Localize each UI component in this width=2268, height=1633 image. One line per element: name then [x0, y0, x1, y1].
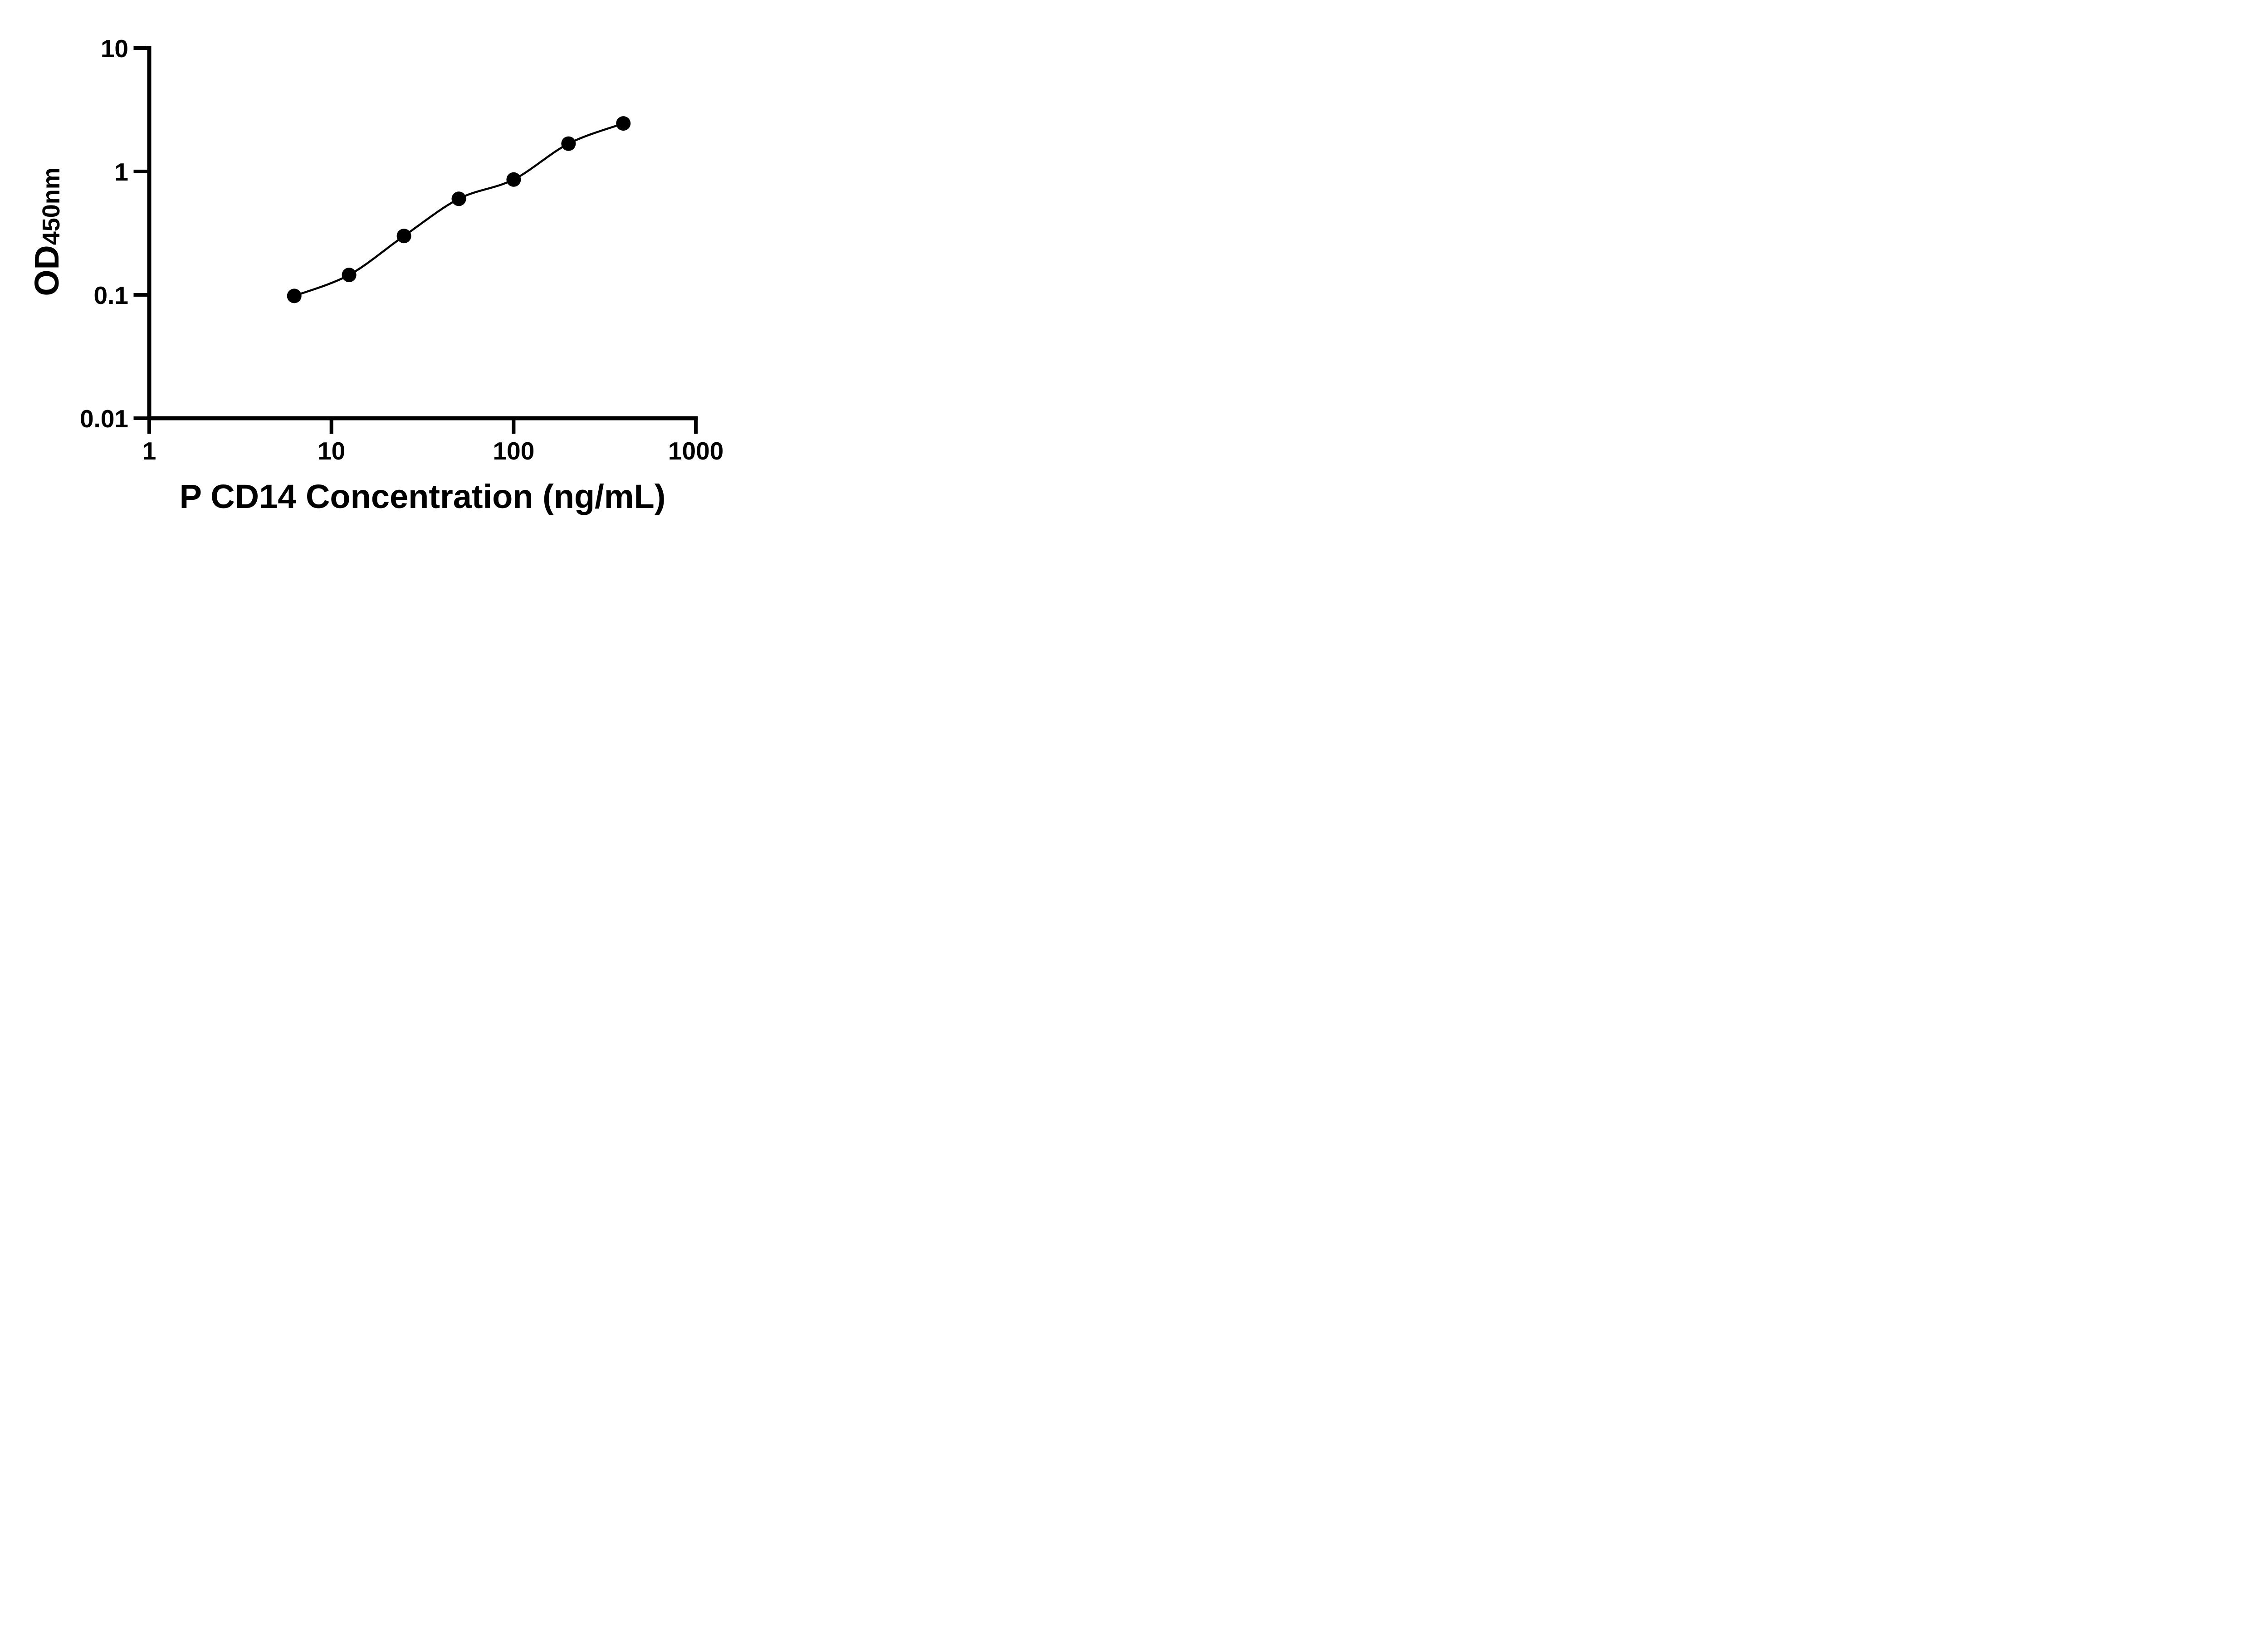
- data-point: [506, 172, 521, 187]
- data-point: [451, 191, 466, 206]
- x-tick-label: 10: [318, 437, 345, 465]
- y-axis-title: OD450nm: [27, 167, 66, 296]
- elisa-standard-curve-figure: 0.01 0.1 1 10 1 10 100 1000 P CD14 Concentratio…: [0, 0, 777, 544]
- x-tick-label: 100: [493, 437, 535, 465]
- y-tick-label: 0.01: [80, 405, 128, 433]
- data-point: [287, 288, 302, 303]
- x-tick-label: 1: [142, 437, 156, 465]
- data-point: [616, 116, 631, 131]
- fit-curve-line: [293, 122, 625, 297]
- y-tick-label: 0.1: [94, 281, 128, 309]
- x-axis-title: P CD14 Concentration (ng/mL): [179, 478, 666, 515]
- y-tick-label: 10: [101, 34, 128, 63]
- plot-area: 0.01 0.1 1 10 1 10 100 1000: [80, 34, 723, 465]
- data-point: [396, 229, 411, 244]
- data-point: [342, 268, 357, 283]
- x-tick-label: 1000: [668, 437, 723, 465]
- y-axis-title-main: OD: [28, 245, 66, 296]
- y-tick-label: 1: [114, 158, 128, 186]
- y-axis-title-subscript: 450nm: [38, 167, 65, 245]
- data-point: [561, 136, 576, 151]
